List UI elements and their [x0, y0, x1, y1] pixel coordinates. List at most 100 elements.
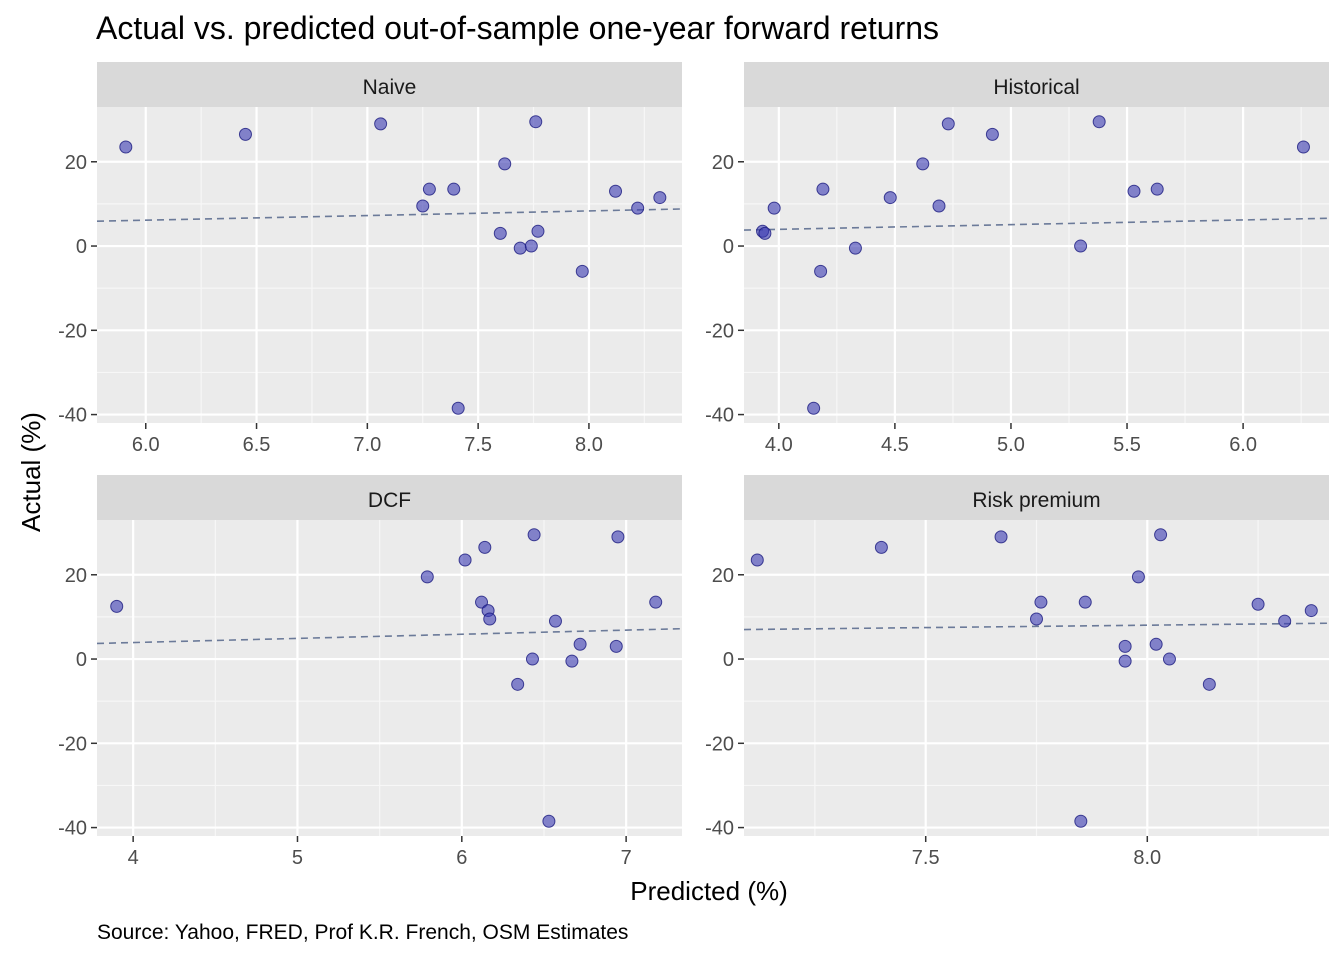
data-point: [1149, 637, 1163, 651]
y-tick-label: -20: [58, 320, 87, 342]
x-axis-label: Predicted (%): [630, 876, 788, 906]
data-point: [1278, 614, 1292, 628]
y-tick-label: 20: [65, 152, 87, 174]
y-tick-label: 0: [76, 649, 87, 671]
data-point: [525, 652, 539, 666]
data-point: [816, 182, 830, 196]
data-point: [451, 401, 465, 415]
y-tick-label: 0: [723, 236, 734, 258]
data-point: [238, 127, 252, 141]
y-tick-label: 20: [65, 565, 87, 587]
data-point: [848, 241, 862, 255]
x-tick-label: 7.0: [353, 434, 381, 456]
y-tick-label: -40: [58, 405, 87, 427]
data-point: [1030, 612, 1043, 626]
fit-line: [743, 217, 1330, 231]
data-point: [758, 226, 772, 240]
data-point: [119, 140, 133, 154]
data-point: [493, 226, 507, 240]
data-point: [447, 182, 461, 196]
panel-background: [97, 520, 682, 836]
panel-background: [97, 107, 682, 423]
x-tick-label: 6.5: [243, 434, 271, 456]
data-point: [416, 199, 430, 213]
x-tick-label: 5.5: [1113, 434, 1141, 456]
x-tick-label: 7.5: [912, 847, 940, 869]
y-tick-label: -20: [58, 733, 87, 755]
data-point: [524, 239, 538, 253]
data-point: [1154, 528, 1168, 542]
y-tick-label: -40: [705, 405, 734, 427]
x-tick-label: 5.0: [997, 434, 1025, 456]
data-point: [531, 224, 545, 238]
data-point: [1162, 652, 1176, 666]
data-point: [874, 540, 888, 554]
source-caption: Source: Yahoo, FRED, Prof K.R. French, O…: [97, 921, 629, 944]
x-tick-label: 6: [456, 847, 467, 869]
data-point: [1092, 115, 1106, 129]
data-point: [1034, 595, 1048, 609]
fit-line: [96, 208, 683, 222]
panel-strip-label: DCF: [368, 489, 411, 512]
data-point: [1118, 639, 1132, 653]
data-point: [1078, 595, 1092, 609]
panel-strip-label: Naive: [363, 76, 417, 99]
data-point: [1118, 654, 1132, 668]
data-point: [609, 184, 623, 198]
x-tick-label: 8.0: [575, 434, 603, 456]
data-point: [1150, 182, 1164, 196]
data-point: [611, 530, 625, 544]
data-point: [932, 199, 946, 213]
data-point: [511, 677, 525, 691]
y-tick-label: 0: [723, 649, 734, 671]
y-tick-label: -20: [705, 733, 734, 755]
data-point: [483, 612, 497, 626]
data-point: [542, 814, 556, 828]
y-tick-label: 0: [76, 236, 87, 258]
data-point: [110, 599, 124, 613]
panel-strip: [744, 475, 1329, 520]
data-point: [767, 201, 781, 215]
data-point: [1296, 140, 1310, 154]
data-point: [420, 570, 434, 584]
chart-title: Actual vs. predicted out-of-sample one-y…: [96, 10, 940, 46]
y-tick-label: -40: [705, 818, 734, 840]
fit-line: [743, 622, 1330, 631]
x-tick-label: 6.0: [1229, 434, 1257, 456]
data-point: [994, 530, 1008, 544]
data-point: [941, 117, 955, 131]
data-point: [916, 157, 930, 171]
y-tick-label: -20: [705, 320, 734, 342]
x-tick-label: 4.5: [881, 434, 909, 456]
data-point: [573, 637, 587, 651]
x-tick-label: 6.0: [132, 434, 160, 456]
y-axis-label: Actual (%): [16, 412, 46, 532]
data-point: [458, 553, 472, 567]
panel-background: [744, 107, 1329, 423]
x-tick-label: 4: [128, 847, 139, 869]
data-point: [1131, 570, 1145, 584]
data-point: [1127, 184, 1141, 198]
x-tick-label: 5: [292, 847, 303, 869]
y-axis-label-wrapper: Actual (%): [16, 412, 46, 532]
data-point: [513, 241, 527, 255]
y-tick-label: 20: [712, 565, 734, 587]
data-point: [649, 595, 663, 609]
panel-strip: [97, 62, 682, 107]
panel-strip: [97, 475, 682, 520]
data-point: [985, 127, 999, 141]
panel-strip-label: Risk premium: [972, 489, 1100, 512]
panel-strip: [744, 62, 1329, 107]
data-point: [374, 117, 388, 131]
data-point: [478, 540, 492, 554]
data-point: [498, 157, 512, 171]
y-tick-label: 20: [712, 152, 734, 174]
x-tick-label: 8.0: [1133, 847, 1161, 869]
data-point: [750, 553, 764, 567]
data-point: [883, 191, 897, 205]
data-point: [1202, 677, 1216, 691]
data-point: [653, 191, 667, 205]
data-point: [565, 654, 579, 668]
data-point: [575, 264, 589, 278]
